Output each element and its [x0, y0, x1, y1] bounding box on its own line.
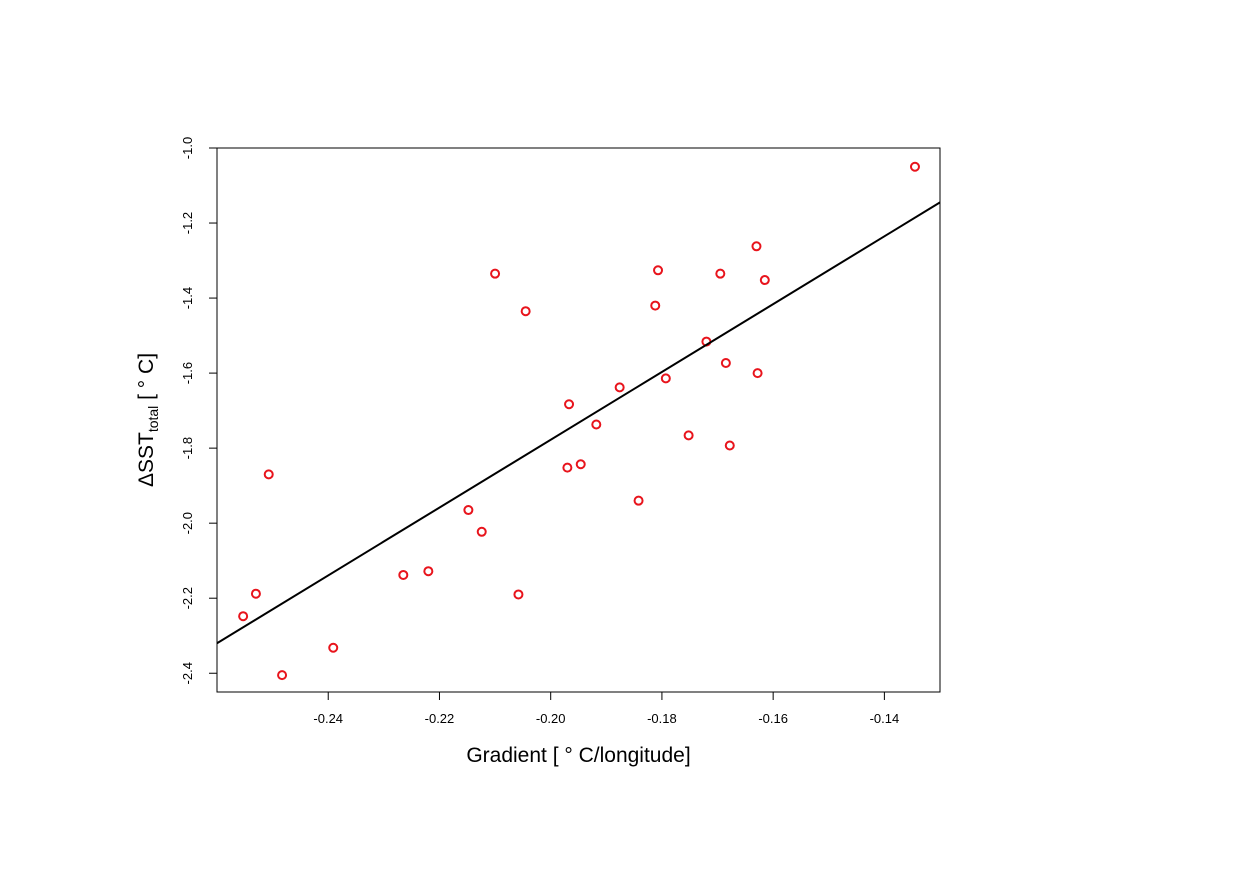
- data-point: [263, 469, 274, 480]
- data-points: [238, 161, 920, 681]
- y-tick-label: -1.2: [180, 212, 195, 234]
- data-point: [909, 161, 920, 172]
- y-tick-label: -2.2: [180, 587, 195, 609]
- x-tick-label: -0.22: [425, 711, 455, 726]
- data-point: [238, 611, 249, 622]
- data-point: [633, 495, 644, 506]
- data-point: [660, 373, 671, 384]
- data-point: [650, 300, 661, 311]
- data-point: [724, 440, 735, 451]
- data-point: [614, 382, 625, 393]
- data-point: [520, 306, 531, 317]
- data-point: [653, 265, 664, 276]
- y-tick-label: -1.4: [180, 287, 195, 309]
- data-point: [513, 589, 524, 600]
- data-point: [715, 268, 726, 279]
- y-tick-label: -1.6: [180, 362, 195, 384]
- x-axis-title: Gradient [ ° C/longitude]: [466, 744, 690, 767]
- x-tick-label: -0.24: [313, 711, 343, 726]
- plot-frame: [216, 147, 941, 693]
- data-point: [250, 588, 261, 599]
- data-point: [328, 642, 339, 653]
- data-point: [720, 357, 731, 368]
- data-point: [751, 241, 762, 252]
- data-point: [759, 275, 770, 286]
- regression-line: [216, 201, 941, 645]
- data-point: [575, 459, 586, 470]
- x-tick-label: -0.20: [536, 711, 566, 726]
- data-point: [476, 526, 487, 537]
- y-axis-title-unit: [ ° C]: [135, 353, 158, 406]
- data-point: [683, 430, 694, 441]
- data-point: [423, 566, 434, 577]
- y-tick-label: -2.0: [180, 512, 195, 534]
- y-tick-label: -1.0: [180, 137, 195, 159]
- y-axis-title: ΔSSTtotal [ ° C]: [135, 353, 161, 487]
- data-point: [463, 505, 474, 516]
- x-tick-label: -0.14: [870, 711, 900, 726]
- data-point: [564, 399, 575, 410]
- x-axis: -0.24 -0.22 -0.20 -0.18 -0.16 -0.14: [313, 692, 899, 726]
- data-point: [490, 268, 501, 279]
- y-axis-title-main: ΔSST: [135, 432, 158, 487]
- x-tick-label: -0.16: [758, 711, 788, 726]
- data-point: [398, 569, 409, 580]
- data-point: [562, 462, 573, 473]
- y-tick-label: -1.8: [180, 437, 195, 459]
- x-tick-label: -0.18: [647, 711, 677, 726]
- data-point: [277, 670, 288, 681]
- data-point: [752, 368, 763, 379]
- y-axis: -2.4 -2.2 -2.0 -1.8 -1.6 -1.4 -1.2 -1.0: [180, 137, 217, 684]
- data-point: [591, 419, 602, 430]
- y-axis-title-subscript: total: [145, 406, 161, 432]
- y-tick-label: -2.4: [180, 662, 195, 684]
